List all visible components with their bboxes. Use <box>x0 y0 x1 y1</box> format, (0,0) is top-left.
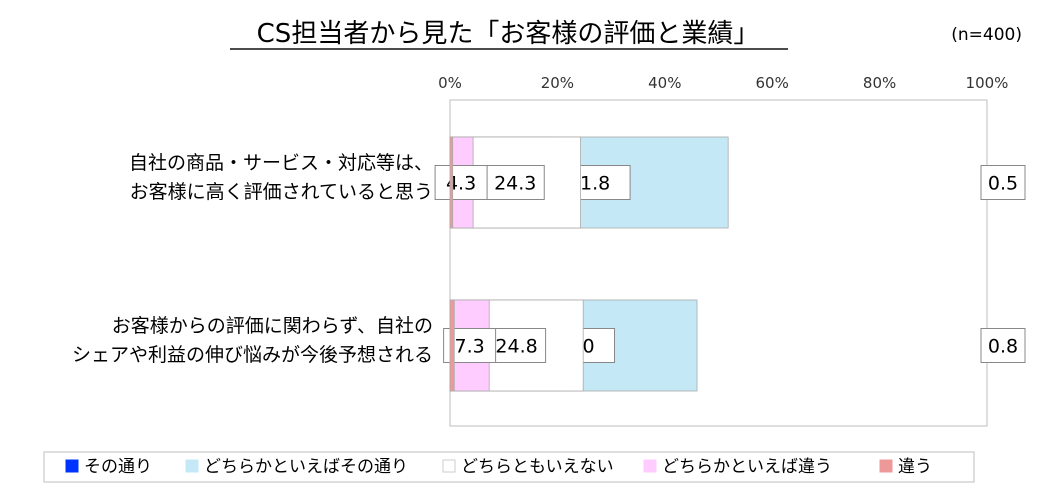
bars: 19.351.824.34.30.521.346.024.87.30.8 <box>434 136 1026 392</box>
plot-area <box>449 99 988 427</box>
legend-swatch <box>185 459 199 473</box>
legend-swatch <box>643 459 657 473</box>
legend-label: どちらかといえば違う <box>662 457 832 477</box>
x-tick-label: 40% <box>648 74 681 92</box>
category-label: お客様に高く評価されていると思う <box>130 181 433 203</box>
category-label: 自社の商品・サービス・対応等は、 <box>129 152 433 174</box>
value-label-box <box>980 328 1026 363</box>
value-label-box <box>487 328 547 363</box>
chart-title: CS担当者から見た「お客様の評価と業績」 <box>257 19 760 49</box>
category-label: シェアや利益の伸び悩みが今後予想される <box>72 344 433 366</box>
value-label: 7.3 <box>454 336 484 358</box>
value-label-box <box>980 165 1026 200</box>
x-tick-label: 100% <box>966 74 1009 92</box>
legend-label: どちらともいえない <box>461 457 614 477</box>
x-tick-label: 0% <box>438 74 462 92</box>
category-label: お客様からの評価に関わらず、自社の <box>112 315 433 337</box>
legend-swatch <box>442 459 456 473</box>
legend-label: 違う <box>898 457 932 477</box>
category-labels: 自社の商品・サービス・対応等は、お客様に高く評価されていると思うお客様からの評価… <box>72 152 433 366</box>
legend-swatch <box>65 459 79 473</box>
x-tick-label: 60% <box>756 74 789 92</box>
bar-segment <box>449 299 455 392</box>
x-axis-ticks: 0% 20% 40% 60% 80% 100% <box>438 74 1008 92</box>
value-label-box <box>434 165 488 200</box>
sample-size-note: (n=400) <box>951 25 1022 45</box>
value-label: 24.8 <box>495 336 537 358</box>
legend-label: どちらかといえばその通り <box>204 457 408 477</box>
value-label: 4.3 <box>446 173 476 195</box>
x-tick-label: 20% <box>541 74 574 92</box>
x-tick-label: 80% <box>863 74 896 92</box>
bar-segment <box>449 136 454 229</box>
value-label: 0.5 <box>988 173 1018 195</box>
value-label: 24.3 <box>494 173 536 195</box>
legend-swatch <box>879 459 893 473</box>
value-label: 0.8 <box>988 336 1018 358</box>
legend-label: その通り <box>84 457 152 477</box>
legend: その通り どちらかといえばその通り どちらともいえない どちらかといえば違う 違う <box>65 457 932 477</box>
legend-box <box>43 451 975 483</box>
